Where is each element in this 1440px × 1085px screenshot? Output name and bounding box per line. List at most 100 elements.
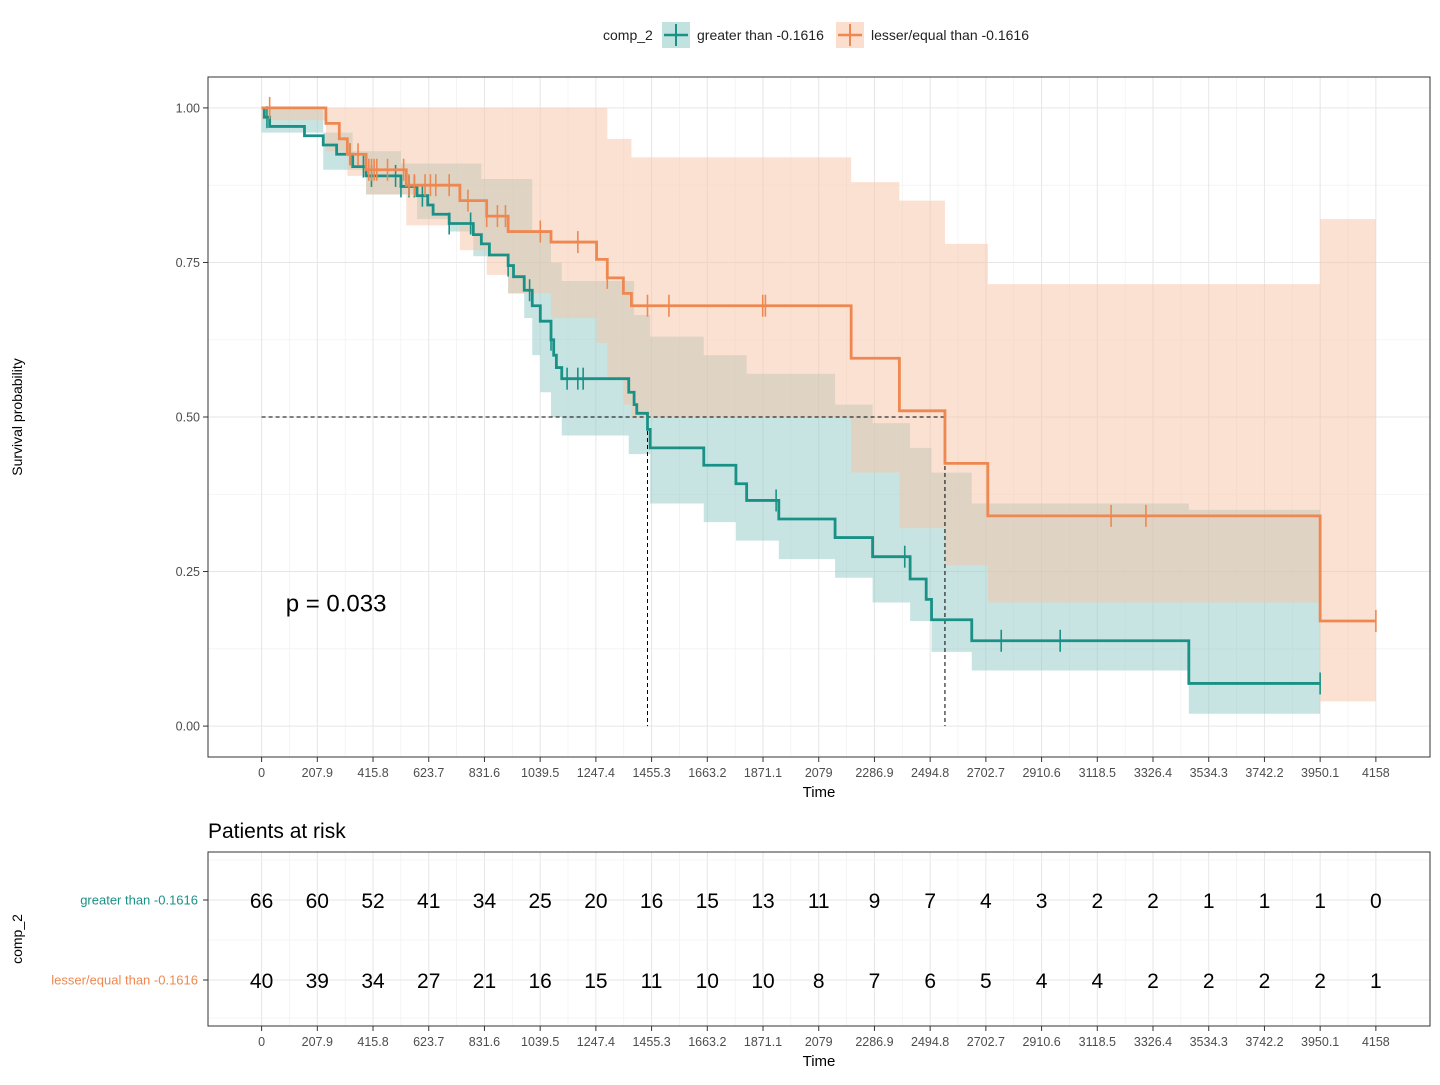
risk-x-tick-label: 1247.4: [577, 1035, 615, 1049]
confidence-band-lesser: [261, 107, 1376, 702]
risk-count: 4: [1036, 970, 1048, 993]
risk-count: 1: [1314, 890, 1326, 913]
risk-count: 4: [980, 890, 992, 913]
risk-row-label: greater than -0.1616: [80, 893, 198, 908]
risk-count: 25: [528, 890, 551, 913]
risk-x-tick-label: 207.9: [302, 1035, 333, 1049]
risk-count: 21: [473, 970, 496, 993]
risk-x-tick-label: 2286.9: [855, 1035, 893, 1049]
risk-x-tick-label: 2702.7: [967, 1035, 1005, 1049]
risk-x-tick-label: 2494.8: [911, 1035, 949, 1049]
risk-count: 16: [640, 890, 663, 913]
risk-x-tick-label: 3118.5: [1079, 1035, 1116, 1049]
x-tick-label: 3742.2: [1245, 766, 1283, 780]
risk-count: 1: [1370, 970, 1382, 993]
risk-count: 2: [1259, 970, 1271, 993]
x-tick-label: 1663.2: [688, 766, 726, 780]
y-tick-label: 0.50: [176, 411, 200, 425]
risk-x-tick-label: 415.8: [357, 1035, 388, 1049]
x-tick-label: 4158: [1362, 766, 1390, 780]
risk-count: 3: [1036, 890, 1048, 913]
x-tick-label: 623.7: [413, 766, 444, 780]
x-tick-label: 1455.3: [632, 766, 670, 780]
risk-count: 15: [696, 890, 719, 913]
risk-x-tick-label: 4158: [1362, 1035, 1390, 1049]
risk-count: 10: [751, 970, 774, 993]
risk-count: 34: [361, 970, 385, 993]
risk-count: 2: [1203, 970, 1215, 993]
p-value-annotation: p = 0.033: [286, 591, 387, 618]
x-tick-label: 3326.4: [1134, 766, 1172, 780]
risk-x-tick-label: 2910.6: [1022, 1035, 1060, 1049]
x-tick-label: 831.6: [469, 766, 500, 780]
legend-item-label: greater than -0.1616: [697, 27, 824, 43]
risk-count: 27: [417, 970, 440, 993]
risk-x-tick-label: 1039.5: [521, 1035, 559, 1049]
y-tick-label: 0.25: [176, 565, 200, 579]
risk-x-tick-label: 831.6: [469, 1035, 500, 1049]
x-tick-label: 2494.8: [911, 766, 949, 780]
legend-item-label: lesser/equal than -0.1616: [871, 27, 1029, 43]
risk-x-tick-label: 1871.1: [744, 1035, 782, 1049]
series-layer: [261, 96, 1377, 727]
km-axes: 0 207.9 415.8 623.7 831.6 1039.5 1247.4 1455.3 1…: [9, 101, 1390, 801]
x-tick-label: 2910.6: [1022, 766, 1060, 780]
risk-count: 41: [417, 890, 440, 913]
risk-row-label: lesser/equal than -0.1616: [51, 973, 198, 988]
x-tick-label: 2079: [805, 766, 833, 780]
risk-count: 2: [1147, 970, 1159, 993]
risk-x-tick-label: 1663.2: [688, 1035, 726, 1049]
risk-count: 1: [1203, 890, 1215, 913]
risk-count: 0: [1370, 890, 1382, 913]
x-tick-label: 3950.1: [1301, 766, 1339, 780]
risk-x-tick-label: 3326.4: [1134, 1035, 1172, 1049]
x-tick-label: 2286.9: [855, 766, 893, 780]
risk-count: 8: [813, 970, 825, 993]
risk-count: 1: [1259, 890, 1271, 913]
risk-count: 2: [1314, 970, 1326, 993]
risk-count: 16: [528, 970, 551, 993]
risk-count: 5: [980, 970, 992, 993]
risk-x-tick-label: 2079: [805, 1035, 833, 1049]
risk-x-tick-label: 0: [258, 1035, 265, 1049]
risk-count: 60: [306, 890, 329, 913]
risk-count: 15: [584, 970, 607, 993]
risk-x-tick-label: 3534.3: [1190, 1035, 1228, 1049]
risk-count: 2: [1147, 890, 1159, 913]
risk-count: 11: [808, 890, 830, 913]
y-tick-label: 1.00: [176, 101, 200, 115]
risk-x-tick-label: 623.7: [413, 1035, 444, 1049]
x-tick-label: 2702.7: [967, 766, 1005, 780]
risk-count: 40: [250, 970, 273, 993]
risk-count: 6: [924, 970, 936, 993]
risk-count: 34: [473, 890, 497, 913]
y-tick-label: 0.00: [176, 720, 200, 734]
risk-count: 4: [1091, 970, 1103, 993]
x-tick-label: 3534.3: [1190, 766, 1228, 780]
legend: comp_2 greater than -0.1616 lesser/equal t…: [603, 22, 1029, 48]
risk-table-grid: [208, 852, 1430, 1026]
km-panel: p = 0.033: [207, 76, 1431, 758]
y-tick-label: 0.75: [176, 256, 200, 270]
risk-count: 7: [924, 890, 936, 913]
risk-x-axis-title: Time: [803, 1053, 836, 1070]
survival-curve-greater: [261, 106, 1321, 685]
x-tick-label: 3118.5: [1079, 766, 1116, 780]
x-tick-label: 415.8: [357, 766, 388, 780]
x-axis-title: Time: [803, 784, 836, 801]
risk-count: 9: [869, 890, 881, 913]
risk-table-title: Patients at risk: [208, 820, 346, 843]
legend-title: comp_2: [603, 27, 653, 43]
risk-x-tick-label: 3742.2: [1245, 1035, 1283, 1049]
risk-count: 11: [641, 970, 663, 993]
x-tick-label: 1039.5: [521, 766, 559, 780]
x-tick-label: 1247.4: [577, 766, 615, 780]
risk-count: 66: [250, 890, 273, 913]
risk-y-axis-title: comp_2: [9, 914, 25, 964]
y-axis-title: Survival probability: [9, 358, 25, 476]
risk-count: 2: [1091, 890, 1103, 913]
x-tick-label: 0: [258, 766, 265, 780]
x-tick-label: 1871.1: [744, 766, 782, 780]
